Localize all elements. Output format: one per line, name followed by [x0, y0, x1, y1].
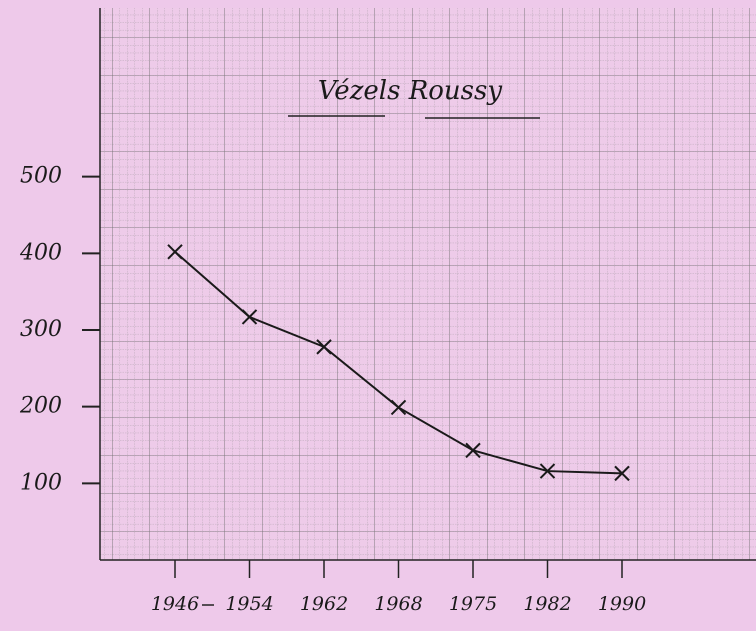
- y-tick-label: 400: [19, 240, 62, 265]
- y-tick-label: 200: [19, 394, 62, 419]
- y-tick-label: 300: [20, 317, 62, 342]
- x-tick-label: 1990: [598, 593, 646, 615]
- x-tick-label: 1975: [449, 593, 497, 615]
- x-tick-label: 1946: [151, 593, 199, 615]
- chart: Vézels Roussy 100 200 300 400 500 1946 1954 196…: [0, 0, 756, 631]
- chart-title: Vézels Roussy: [318, 76, 502, 106]
- y-tick-label: 100: [20, 470, 62, 495]
- x-tick-label: 1968: [374, 593, 422, 615]
- x-tick-label: 1954: [225, 593, 273, 615]
- page: {"chart_data": {"type": "line", "title":…: [0, 0, 756, 631]
- x-tick-label: 1982: [523, 593, 571, 615]
- y-tick-label: 500: [20, 164, 62, 189]
- x-tick-label: 1962: [300, 593, 348, 615]
